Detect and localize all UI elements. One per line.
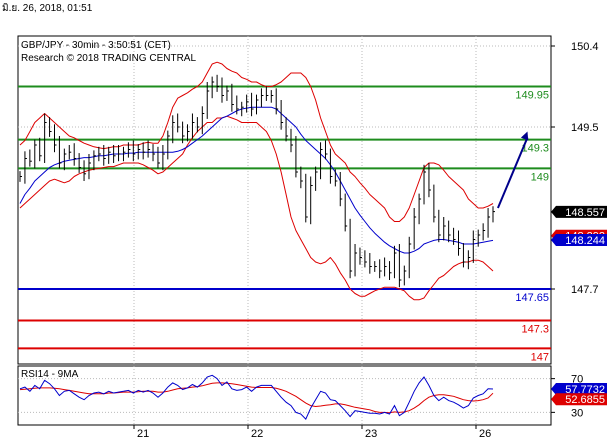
rsi-badge bbox=[551, 382, 607, 395]
rsi-tick-label: 30 bbox=[571, 407, 583, 419]
price-badge bbox=[551, 234, 607, 247]
moving-average-line bbox=[19, 106, 494, 254]
bollinger-lower-line bbox=[19, 115, 494, 301]
x-tick-label: 22 bbox=[251, 428, 263, 440]
rsi-badge-label: 57.7732 bbox=[565, 384, 605, 396]
rsi-badge-label: 52.6855 bbox=[565, 394, 605, 406]
chart-title: GBP/JPY - 30min - 3:50:51 (CET) bbox=[21, 40, 171, 51]
forecast-arrow-shaft bbox=[497, 137, 529, 209]
rsi-badge bbox=[551, 393, 607, 406]
level-label: 149.3 bbox=[521, 143, 549, 155]
rsi-label: RSI14 - 9MA bbox=[21, 369, 79, 380]
price-panel-frame bbox=[17, 35, 552, 365]
rsi-line bbox=[19, 374, 494, 420]
x-tick-label: 23 bbox=[365, 428, 377, 440]
level-label: 149.95 bbox=[515, 90, 549, 102]
x-tick-label: 21 bbox=[137, 428, 149, 440]
price-badge bbox=[551, 205, 607, 218]
forecast-arrow-head bbox=[520, 131, 529, 141]
level-label: 147.65 bbox=[515, 292, 549, 304]
y-tick-label: 150.4 bbox=[571, 41, 599, 53]
rsi-panel-frame bbox=[17, 365, 552, 426]
level-label: 149 bbox=[531, 171, 549, 183]
timestamp: มิ.ย. 26, 2018, 01:51 bbox=[2, 3, 93, 14]
level-label: 147 bbox=[531, 351, 549, 363]
level-label: 147.3 bbox=[521, 324, 549, 336]
y-tick-label: 149.5 bbox=[571, 122, 599, 134]
chart-subtitle: Research © 2018 TRADING CENTRAL bbox=[21, 53, 196, 64]
rsi-tick-label: 70 bbox=[571, 374, 583, 386]
price-badge-label: 148.244 bbox=[565, 235, 605, 247]
y-tick-label: 147.7 bbox=[571, 284, 599, 296]
price-badge-label: 148.557 bbox=[565, 207, 605, 219]
x-tick-label: 26 bbox=[479, 428, 491, 440]
